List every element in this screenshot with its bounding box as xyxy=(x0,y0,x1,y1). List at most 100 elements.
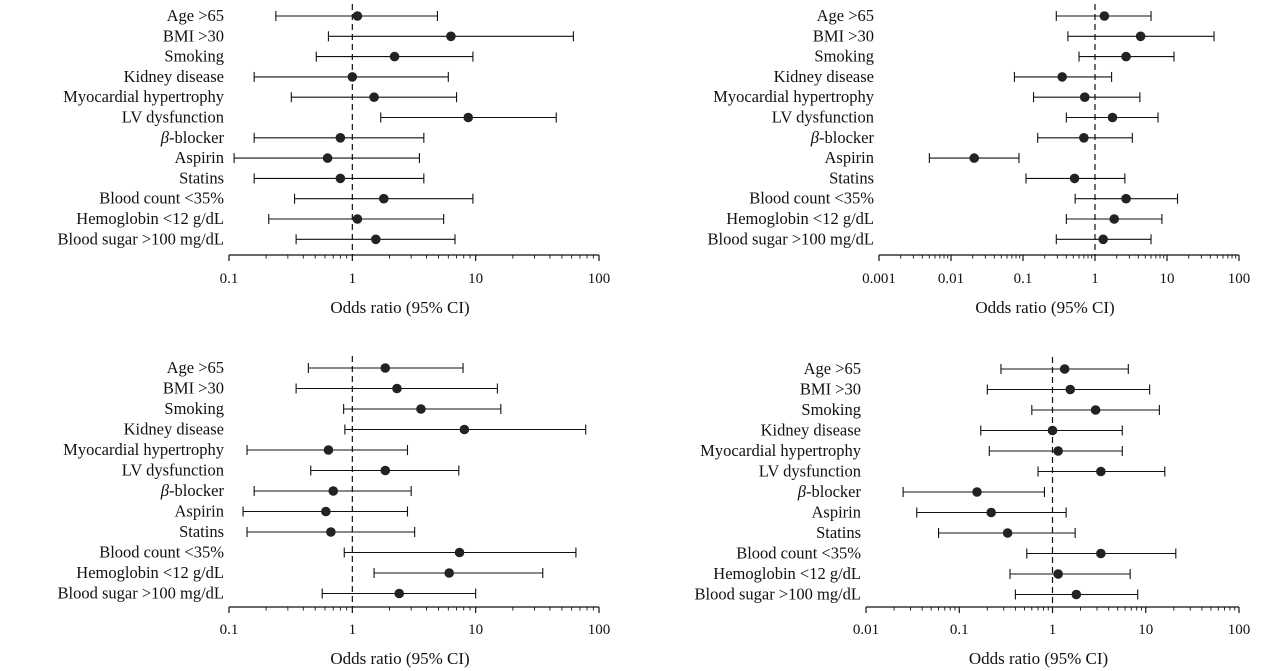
odds-ratio-point xyxy=(394,588,405,599)
row-label: Kidney disease xyxy=(774,67,874,86)
odds-ratio-point xyxy=(444,568,454,578)
row-label: Statins xyxy=(829,168,874,187)
odds-ratio-point xyxy=(379,193,389,204)
odds-ratio-point xyxy=(1107,112,1118,123)
odds-ratio-point xyxy=(322,153,333,163)
x-tick-label: 100 xyxy=(588,622,611,638)
row-label: Aspirin xyxy=(812,503,862,522)
row-label: BMI >30 xyxy=(163,26,224,45)
forest-panel-3: 0.1 1 10 100 Odds ratio (95% CI) Age >65 BMI >… xyxy=(57,356,610,668)
odds-ratio-point xyxy=(1047,425,1058,436)
row-label: Blood count <35% xyxy=(99,189,224,208)
row-label: Blood count <35% xyxy=(749,189,874,208)
odds-ratio-point xyxy=(352,11,363,21)
row-label: LV dysfunction xyxy=(122,108,224,127)
x-tick-label: 1 xyxy=(1091,271,1099,287)
x-tick-label: 10 xyxy=(1160,271,1175,287)
row-label: Blood count <35% xyxy=(736,544,861,563)
row-label: Kidney disease xyxy=(761,421,861,440)
odds-ratio-point xyxy=(1109,214,1120,224)
x-tick-label: 10 xyxy=(468,271,483,287)
odds-ratio-point xyxy=(1098,234,1109,245)
odds-ratio-point xyxy=(392,383,402,394)
row-label: Age >65 xyxy=(817,6,874,25)
odds-ratio-point xyxy=(352,214,363,224)
row-label: Statins xyxy=(816,523,861,542)
row-label: Smoking xyxy=(164,47,224,66)
row-label: Hemoglobin <12 g/dL xyxy=(726,209,874,228)
odds-ratio-point xyxy=(416,404,426,414)
odds-ratio-point xyxy=(463,112,474,123)
odds-ratio-point xyxy=(969,153,979,163)
row-label: Kidney disease xyxy=(124,67,224,86)
odds-ratio-point xyxy=(1065,384,1076,395)
row-label: BMI >30 xyxy=(163,379,224,398)
odds-ratio-point xyxy=(335,133,346,143)
odds-ratio-point xyxy=(380,465,391,476)
odds-ratio-point xyxy=(1121,193,1131,204)
row-label: Blood sugar >100 mg/dL xyxy=(57,584,224,603)
row-label: Myocardial hypertrophy xyxy=(63,440,225,459)
row-label: Hemoglobin <12 g/dL xyxy=(713,564,861,583)
x-tick-label: 10 xyxy=(1138,622,1153,638)
x-tick-label: 100 xyxy=(1228,271,1251,287)
odds-ratio-point xyxy=(389,51,400,62)
odds-ratio-point xyxy=(454,547,465,558)
row-label: Myocardial hypertrophy xyxy=(713,87,875,106)
row-label: Statins xyxy=(179,522,224,541)
row-label: Blood sugar >100 mg/dL xyxy=(57,229,224,248)
odds-ratio-point xyxy=(1053,446,1063,456)
odds-ratio-point xyxy=(446,31,456,42)
x-tick-label: 0.1 xyxy=(1014,271,1033,287)
odds-ratio-point xyxy=(328,486,339,496)
row-label: Hemoglobin <12 g/dL xyxy=(76,563,224,582)
row-label: Kidney disease xyxy=(124,420,224,439)
x-axis-label: Odds ratio (95% CI) xyxy=(330,298,469,317)
odds-ratio-point xyxy=(1053,569,1063,579)
row-label: LV dysfunction xyxy=(122,461,224,480)
row-label: Smoking xyxy=(814,47,874,66)
row-label: Aspirin xyxy=(825,148,875,167)
x-tick-label: 10 xyxy=(468,622,483,638)
forest-panel-2: 0.001 0.01 0.1 1 10 100 Odds ratio (95% CI) Age… xyxy=(707,4,1250,317)
x-tick-label: 100 xyxy=(588,271,611,287)
odds-ratio-point xyxy=(1059,364,1070,374)
row-label: Age >65 xyxy=(167,358,224,377)
odds-ratio-point xyxy=(1002,528,1013,538)
row-label: Age >65 xyxy=(167,6,224,25)
odds-ratio-point xyxy=(459,424,470,435)
x-tick-label: 0.01 xyxy=(853,622,879,638)
x-tick-label: 0.01 xyxy=(938,271,964,287)
odds-ratio-point xyxy=(1079,133,1089,143)
odds-ratio-point xyxy=(1096,466,1106,477)
odds-ratio-point xyxy=(380,363,391,373)
row-label: β-blocker xyxy=(160,481,225,500)
odds-ratio-point xyxy=(326,527,336,537)
odds-ratio-point xyxy=(369,92,379,102)
odds-ratio-point xyxy=(323,445,334,455)
x-axis-label: Odds ratio (95% CI) xyxy=(969,649,1108,668)
odds-ratio-point xyxy=(1090,405,1101,415)
row-label: Statins xyxy=(179,168,224,187)
odds-ratio-point xyxy=(1096,548,1106,559)
odds-ratio-point xyxy=(1057,72,1067,82)
odds-ratio-point xyxy=(1071,589,1082,600)
row-label: LV dysfunction xyxy=(759,462,861,481)
row-label: Smoking xyxy=(164,399,224,418)
odds-ratio-point xyxy=(1069,173,1080,184)
x-tick-label: 1 xyxy=(349,622,357,638)
x-tick-label: 0.1 xyxy=(950,622,969,638)
row-label: Aspirin xyxy=(175,502,225,521)
x-tick-label: 1 xyxy=(349,271,357,287)
odds-ratio-point xyxy=(986,507,996,518)
odds-ratio-point xyxy=(1121,51,1131,62)
odds-ratio-point xyxy=(347,72,358,82)
row-label: Aspirin xyxy=(175,148,225,167)
odds-ratio-point xyxy=(1099,11,1110,21)
row-label: Age >65 xyxy=(804,359,861,378)
row-label: LV dysfunction xyxy=(772,108,874,127)
row-label: BMI >30 xyxy=(813,26,874,45)
odds-ratio-point xyxy=(972,487,982,497)
